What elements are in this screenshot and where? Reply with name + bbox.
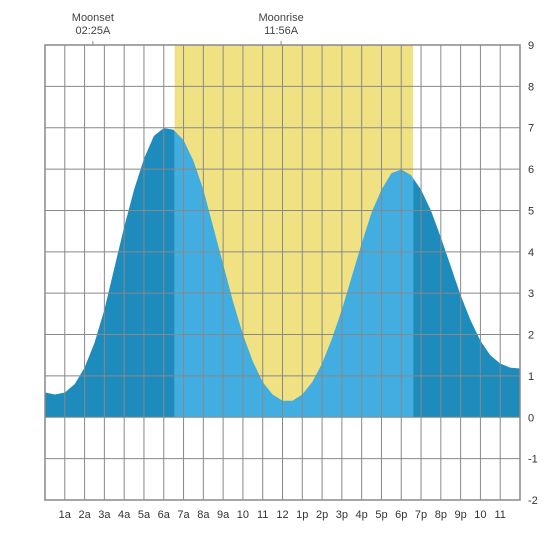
x-tick-label: 8a bbox=[197, 509, 210, 521]
top-label-title: Moonset bbox=[72, 12, 114, 24]
x-tick-label: 12 bbox=[276, 509, 288, 521]
x-tick-label: 7p bbox=[415, 509, 427, 521]
y-tick-label: 9 bbox=[528, 40, 534, 52]
y-tick-label: -2 bbox=[528, 495, 538, 507]
y-tick-label: 8 bbox=[528, 81, 534, 93]
x-tick-label: 9a bbox=[217, 509, 230, 521]
top-label-value: 11:56A bbox=[264, 25, 299, 37]
top-label-value: 02:25A bbox=[75, 25, 111, 37]
y-tick-label: 0 bbox=[528, 412, 534, 424]
x-tick-label: 10 bbox=[237, 509, 249, 521]
y-tick-label: 1 bbox=[528, 371, 534, 383]
y-tick-label: 3 bbox=[528, 288, 534, 300]
x-tick-label: 4a bbox=[118, 509, 131, 521]
x-tick-label: 5p bbox=[375, 509, 387, 521]
x-tick-label: 1a bbox=[59, 509, 72, 521]
x-tick-label: 4p bbox=[356, 509, 368, 521]
y-tick-label: 2 bbox=[528, 330, 534, 342]
x-tick-label: 3p bbox=[336, 509, 348, 521]
x-tick-label: 2a bbox=[78, 509, 91, 521]
x-tick-label: 11 bbox=[257, 509, 268, 521]
tide-chart: -2-101234567891a2a3a4a5a6a7a8a9a1011121p… bbox=[0, 0, 550, 550]
chart-svg: -2-101234567891a2a3a4a5a6a7a8a9a1011121p… bbox=[0, 0, 550, 550]
x-tick-label: 3a bbox=[98, 509, 111, 521]
x-tick-label: 10 bbox=[474, 509, 486, 521]
y-tick-label: 7 bbox=[528, 123, 534, 135]
x-tick-label: 9p bbox=[455, 509, 467, 521]
x-tick-label: 8p bbox=[435, 509, 447, 521]
x-tick-label: 6a bbox=[158, 509, 171, 521]
y-tick-label: 4 bbox=[528, 247, 534, 259]
y-tick-label: 6 bbox=[528, 164, 534, 176]
x-tick-label: 1p bbox=[296, 509, 308, 521]
y-tick-label: 5 bbox=[528, 205, 534, 217]
x-tick-label: 6p bbox=[395, 509, 407, 521]
y-tick-label: -1 bbox=[528, 454, 538, 466]
top-label-title: Moonrise bbox=[258, 12, 303, 24]
x-tick-label: 2p bbox=[316, 509, 328, 521]
x-tick-label: 5a bbox=[138, 509, 151, 521]
x-tick-label: 11 bbox=[494, 509, 505, 521]
x-tick-label: 7a bbox=[177, 509, 190, 521]
